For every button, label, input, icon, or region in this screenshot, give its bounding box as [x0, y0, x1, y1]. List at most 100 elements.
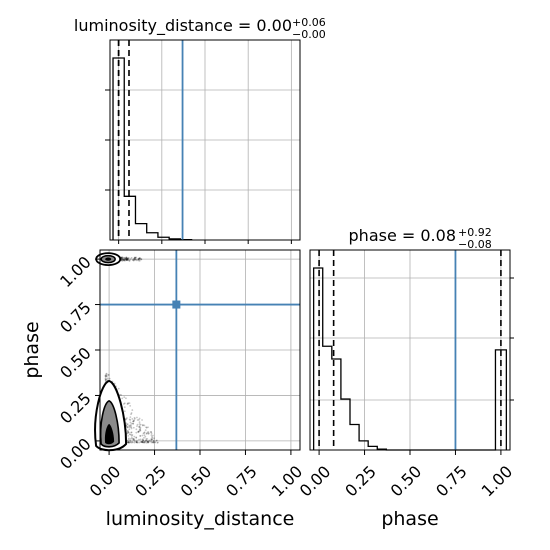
scatter-point-848: [104, 375, 107, 378]
scatter-point-904: [141, 438, 144, 441]
scatter-point-538: [139, 441, 142, 444]
scatter-point-627: [136, 441, 138, 444]
scatter-point-686: [145, 426, 148, 429]
scatter-point-561: [126, 423, 129, 426]
scatter-point-268: [130, 413, 132, 416]
scatter-point-946: [137, 418, 140, 421]
scatter-point-343: [126, 430, 129, 432]
scatter-point-901: [135, 428, 138, 431]
scatter-point-689: [129, 416, 132, 419]
luminosity-distance-title-main: luminosity_distance = 0.00: [74, 16, 292, 36]
scatter-point-785: [145, 432, 148, 435]
scatter-point-575: [138, 425, 140, 428]
scatter-point-435: [143, 441, 146, 444]
scatter-point-446: [138, 426, 141, 429]
scatter-point-191: [127, 257, 129, 260]
scatter-point-422: [135, 431, 138, 434]
scatter-point-144: [124, 258, 127, 261]
scatter-point-602: [139, 429, 142, 432]
scatter-point-515: [155, 439, 158, 442]
scatter-point-524: [126, 432, 129, 435]
scatter-point-75: [125, 258, 128, 261]
scatter-point-746: [129, 440, 132, 443]
scatter-point-710: [128, 424, 130, 427]
scatter-point-93: [121, 258, 124, 260]
scatter-point-140: [126, 258, 129, 261]
scatter-point-862: [156, 441, 159, 444]
scatter-point-447: [130, 436, 133, 439]
scatter-point-317: [132, 422, 134, 425]
scatter-point-369: [142, 424, 144, 426]
scatter-point-923: [146, 441, 149, 444]
scatter-point-239: [137, 258, 140, 260]
scatter-point-665: [104, 379, 107, 381]
scatter-point-18: [138, 258, 141, 261]
scatter-point-544: [136, 441, 139, 444]
x-axis-label-phase: phase: [381, 508, 438, 530]
scatter-point-850: [136, 425, 138, 428]
scatter-point-307: [129, 433, 132, 436]
scatter-point-491: [130, 431, 133, 434]
scatter-point-902: [152, 434, 154, 437]
scatter-point-13: [134, 256, 137, 259]
luminosity-distance-histogram: [112, 57, 193, 241]
scatter-point-6: [125, 259, 128, 262]
scatter-point-387: [147, 432, 150, 435]
scatter-point-274: [145, 438, 148, 440]
scatter-point-944: [132, 420, 135, 423]
scatter-point-924: [129, 421, 132, 424]
scatter-point-653: [127, 434, 130, 437]
luminosity-distance-title-plus: +0.06: [292, 16, 326, 29]
scatter-point-654: [137, 438, 140, 441]
scatter-point-731: [132, 438, 135, 441]
scatter-point-864: [152, 439, 155, 442]
scatter-point-388: [126, 426, 129, 429]
scatter-point-824: [147, 432, 150, 435]
scatter-point-879: [128, 437, 130, 440]
phase-x-tick-label-2: 0.50: [387, 462, 426, 501]
scatter-point-703: [130, 426, 133, 429]
scatter-point-634: [138, 430, 140, 433]
scatter-point-610: [152, 441, 154, 443]
scatter-point-560: [126, 402, 129, 405]
scatter-point-801: [141, 424, 144, 427]
scatter-point-635: [123, 396, 126, 399]
scatter-point-760: [133, 435, 136, 438]
scatter-point-355: [136, 423, 139, 426]
scatter-point-730: [123, 406, 126, 409]
scatter-point-361: [105, 375, 108, 378]
scatter-point-640: [127, 431, 130, 434]
joint-truth-marker: [172, 300, 181, 309]
scatter-point-285: [104, 377, 107, 380]
scatter-point-706: [120, 394, 123, 396]
scatter-point-956: [133, 419, 135, 422]
scatter-point-219: [134, 256, 136, 259]
scatter-point-608: [144, 435, 147, 438]
scatter-point-413: [132, 422, 135, 425]
scatter-point-821: [125, 425, 128, 428]
scatter-point-169: [140, 258, 143, 261]
scatter-point-439: [127, 402, 130, 405]
scatter-point-933: [147, 441, 150, 444]
phase-y-tick-label-2: 0.50: [56, 343, 95, 382]
scatter-point-259: [133, 258, 136, 261]
scatter-point-740: [108, 377, 111, 380]
scatter-point-236: [122, 259, 125, 262]
scatter-point-466: [143, 434, 146, 437]
scatter-point-908: [153, 437, 155, 440]
phase-x-tick-label-1: 0.25: [341, 462, 380, 501]
scatter-point-525: [152, 441, 155, 444]
scatter-point-895: [105, 374, 108, 377]
scatter-point-45: [126, 257, 128, 260]
scatter-point-959: [146, 437, 149, 440]
phase-title-main: phase = 0.08: [349, 226, 456, 245]
scatter-point-733: [107, 374, 109, 376]
scatter-point-380: [132, 439, 135, 442]
scatter-point-899: [105, 373, 108, 376]
scatter-point-243: [135, 259, 138, 262]
scatter-point-930: [126, 441, 129, 444]
scatter-point-229: [137, 258, 140, 261]
scatter-point-130: [123, 259, 126, 261]
scatter-point-502: [121, 397, 124, 400]
scatter-point-872: [131, 440, 134, 443]
